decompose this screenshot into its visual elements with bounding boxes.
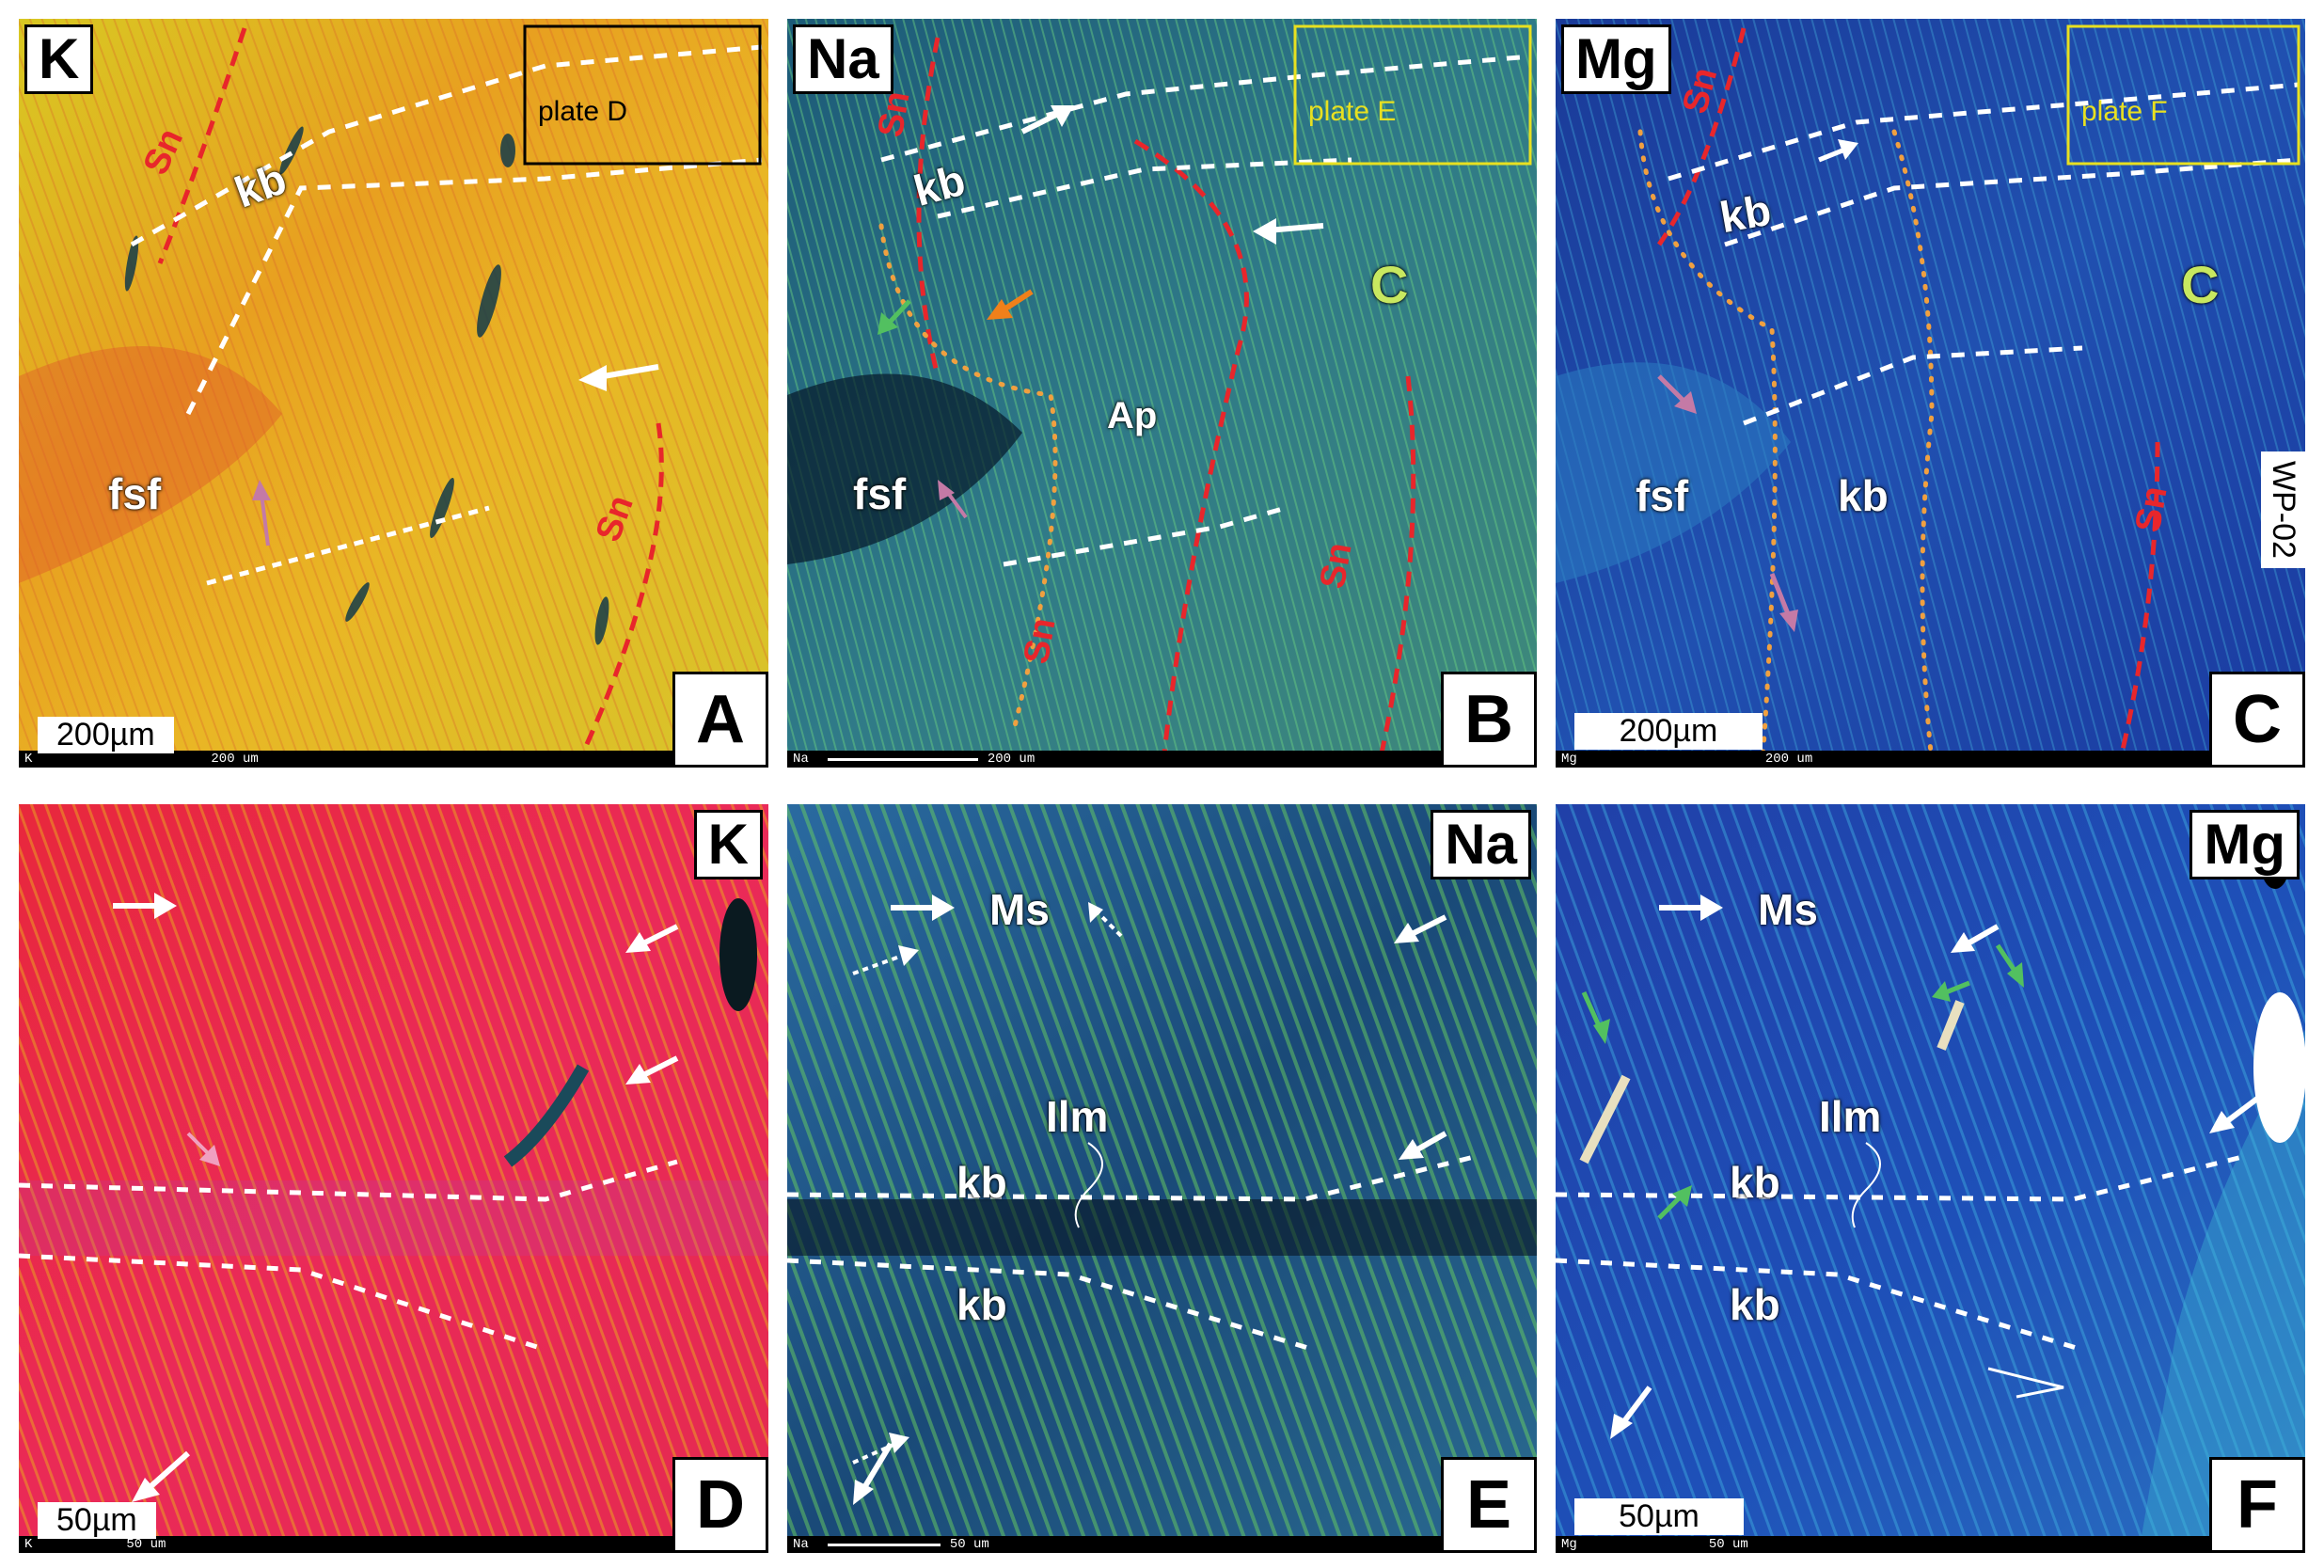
kinkband-label: kb xyxy=(1730,1158,1780,1207)
panel-letter: E xyxy=(1441,1457,1537,1553)
scale-bar: Na 50 um xyxy=(787,1536,1537,1553)
plate-d-label: plate D xyxy=(538,96,628,127)
fold-label: fsf xyxy=(1636,471,1689,520)
element-label: K xyxy=(24,24,94,94)
panel-letter: A xyxy=(672,672,768,768)
panel-b-na-map: plate E Na Sn Sn Sn kb fsf Ap C Na 200 u… xyxy=(787,19,1537,768)
crenulation-label: C xyxy=(2181,255,2220,314)
panel-c-mg-map: plate F Mg Sn Sn kb kb fsf C WP-02 Mg 20… xyxy=(1556,19,2305,768)
muscovite-label: Ms xyxy=(989,885,1050,934)
sample-id: WP-02 xyxy=(2261,451,2305,568)
fold-label: fsf xyxy=(853,469,907,518)
scale-bar: K 200 um xyxy=(19,751,768,768)
scale-label: 50µm xyxy=(1574,1498,1744,1535)
k-map-image xyxy=(19,19,768,768)
panel-letter: B xyxy=(1441,672,1537,768)
ilmenite-label: Ilm xyxy=(1046,1092,1109,1141)
ilmenite-label: Ilm xyxy=(1819,1092,1882,1141)
element-label: Mg xyxy=(1561,24,1671,94)
kinkband-label: kb xyxy=(1838,471,1889,520)
sn-label: Sn xyxy=(2127,483,2175,535)
panel-letter: D xyxy=(672,1457,768,1553)
scale-bar: K 50 um xyxy=(19,1536,768,1553)
scale-label: 200µm xyxy=(38,717,174,753)
element-label: Mg xyxy=(2190,810,2300,879)
element-label: K xyxy=(693,810,763,879)
apatite-label: Ap xyxy=(1107,395,1158,436)
panel-f-mg-map: Mg Ms Ilm kb kb Mg 50 um 50µm F xyxy=(1556,804,2305,1553)
scale-label: 50µm xyxy=(38,1502,156,1539)
mg-map-image xyxy=(1556,804,2305,1553)
k-map-image xyxy=(19,804,768,1553)
na-map-image xyxy=(787,804,1537,1553)
panel-d-k-map: K K 50 um 50µm D xyxy=(19,804,768,1553)
sn-label: Sn xyxy=(1016,614,1064,667)
kinkband-label: kb xyxy=(956,1158,1007,1207)
sn-label: Sn xyxy=(870,87,918,140)
scale-bar: Na 200 um xyxy=(787,751,1537,768)
muscovite-label: Ms xyxy=(1758,885,1818,934)
sn-label: Sn xyxy=(1312,539,1360,592)
scale-bar: Mg 50 um xyxy=(1556,1536,2305,1553)
panel-letter: C xyxy=(2209,672,2305,768)
element-label: Na xyxy=(793,24,893,94)
kinkband-label: kb xyxy=(1715,184,1775,243)
kinkband-label: kb xyxy=(956,1280,1007,1329)
crenulation-label: C xyxy=(1370,255,1409,314)
plate-e-label: plate E xyxy=(1308,96,1397,127)
fold-label: fsf xyxy=(108,469,162,518)
panel-letter: F xyxy=(2209,1457,2305,1553)
scale-bar: Mg 200 um xyxy=(1556,751,2305,768)
mg-map-image xyxy=(1556,19,2305,768)
panel-a-k-map: plate D K Sn Sn kb fsf K 200 um 200µm A xyxy=(19,19,768,768)
element-label: Na xyxy=(1431,810,1531,879)
kinkband-label: kb xyxy=(1730,1280,1780,1329)
scale-label: 200µm xyxy=(1574,713,1763,750)
plate-f-label: plate F xyxy=(2081,96,2168,127)
panel-e-na-map: Na Ms Ilm kb kb Na 50 um E xyxy=(787,804,1537,1553)
